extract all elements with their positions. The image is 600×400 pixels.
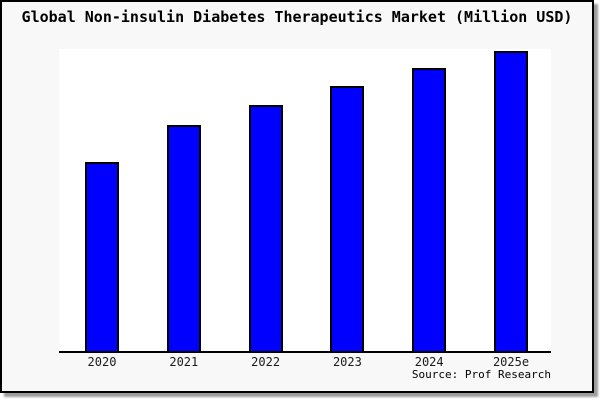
x-tick-label-2024: 2024 bbox=[414, 355, 444, 369]
x-tick-label-2021: 2021 bbox=[169, 355, 199, 369]
bar-2023 bbox=[330, 86, 365, 351]
x-axis-labels: 2020 2021 2022 2023 2024 2025e bbox=[59, 355, 551, 371]
x-tick-label-2025e: 2025e bbox=[492, 355, 530, 369]
source-attribution: Source: Prof Research bbox=[411, 368, 551, 381]
bar-2025e bbox=[494, 51, 528, 351]
bar-2020 bbox=[85, 162, 119, 351]
bar-2022 bbox=[248, 105, 283, 351]
bar-2024 bbox=[412, 68, 447, 351]
chart-title: Global Non-insulin Diabetes Therapeutics… bbox=[21, 8, 573, 26]
chart-frame: Global Non-insulin Diabetes Therapeutics… bbox=[0, 0, 594, 393]
plot-area bbox=[59, 49, 551, 353]
x-tick-label-2022: 2022 bbox=[251, 355, 281, 369]
bar-2021 bbox=[166, 125, 201, 351]
x-tick-label-2023: 2023 bbox=[332, 355, 362, 369]
x-tick-label-2020: 2020 bbox=[87, 355, 117, 369]
